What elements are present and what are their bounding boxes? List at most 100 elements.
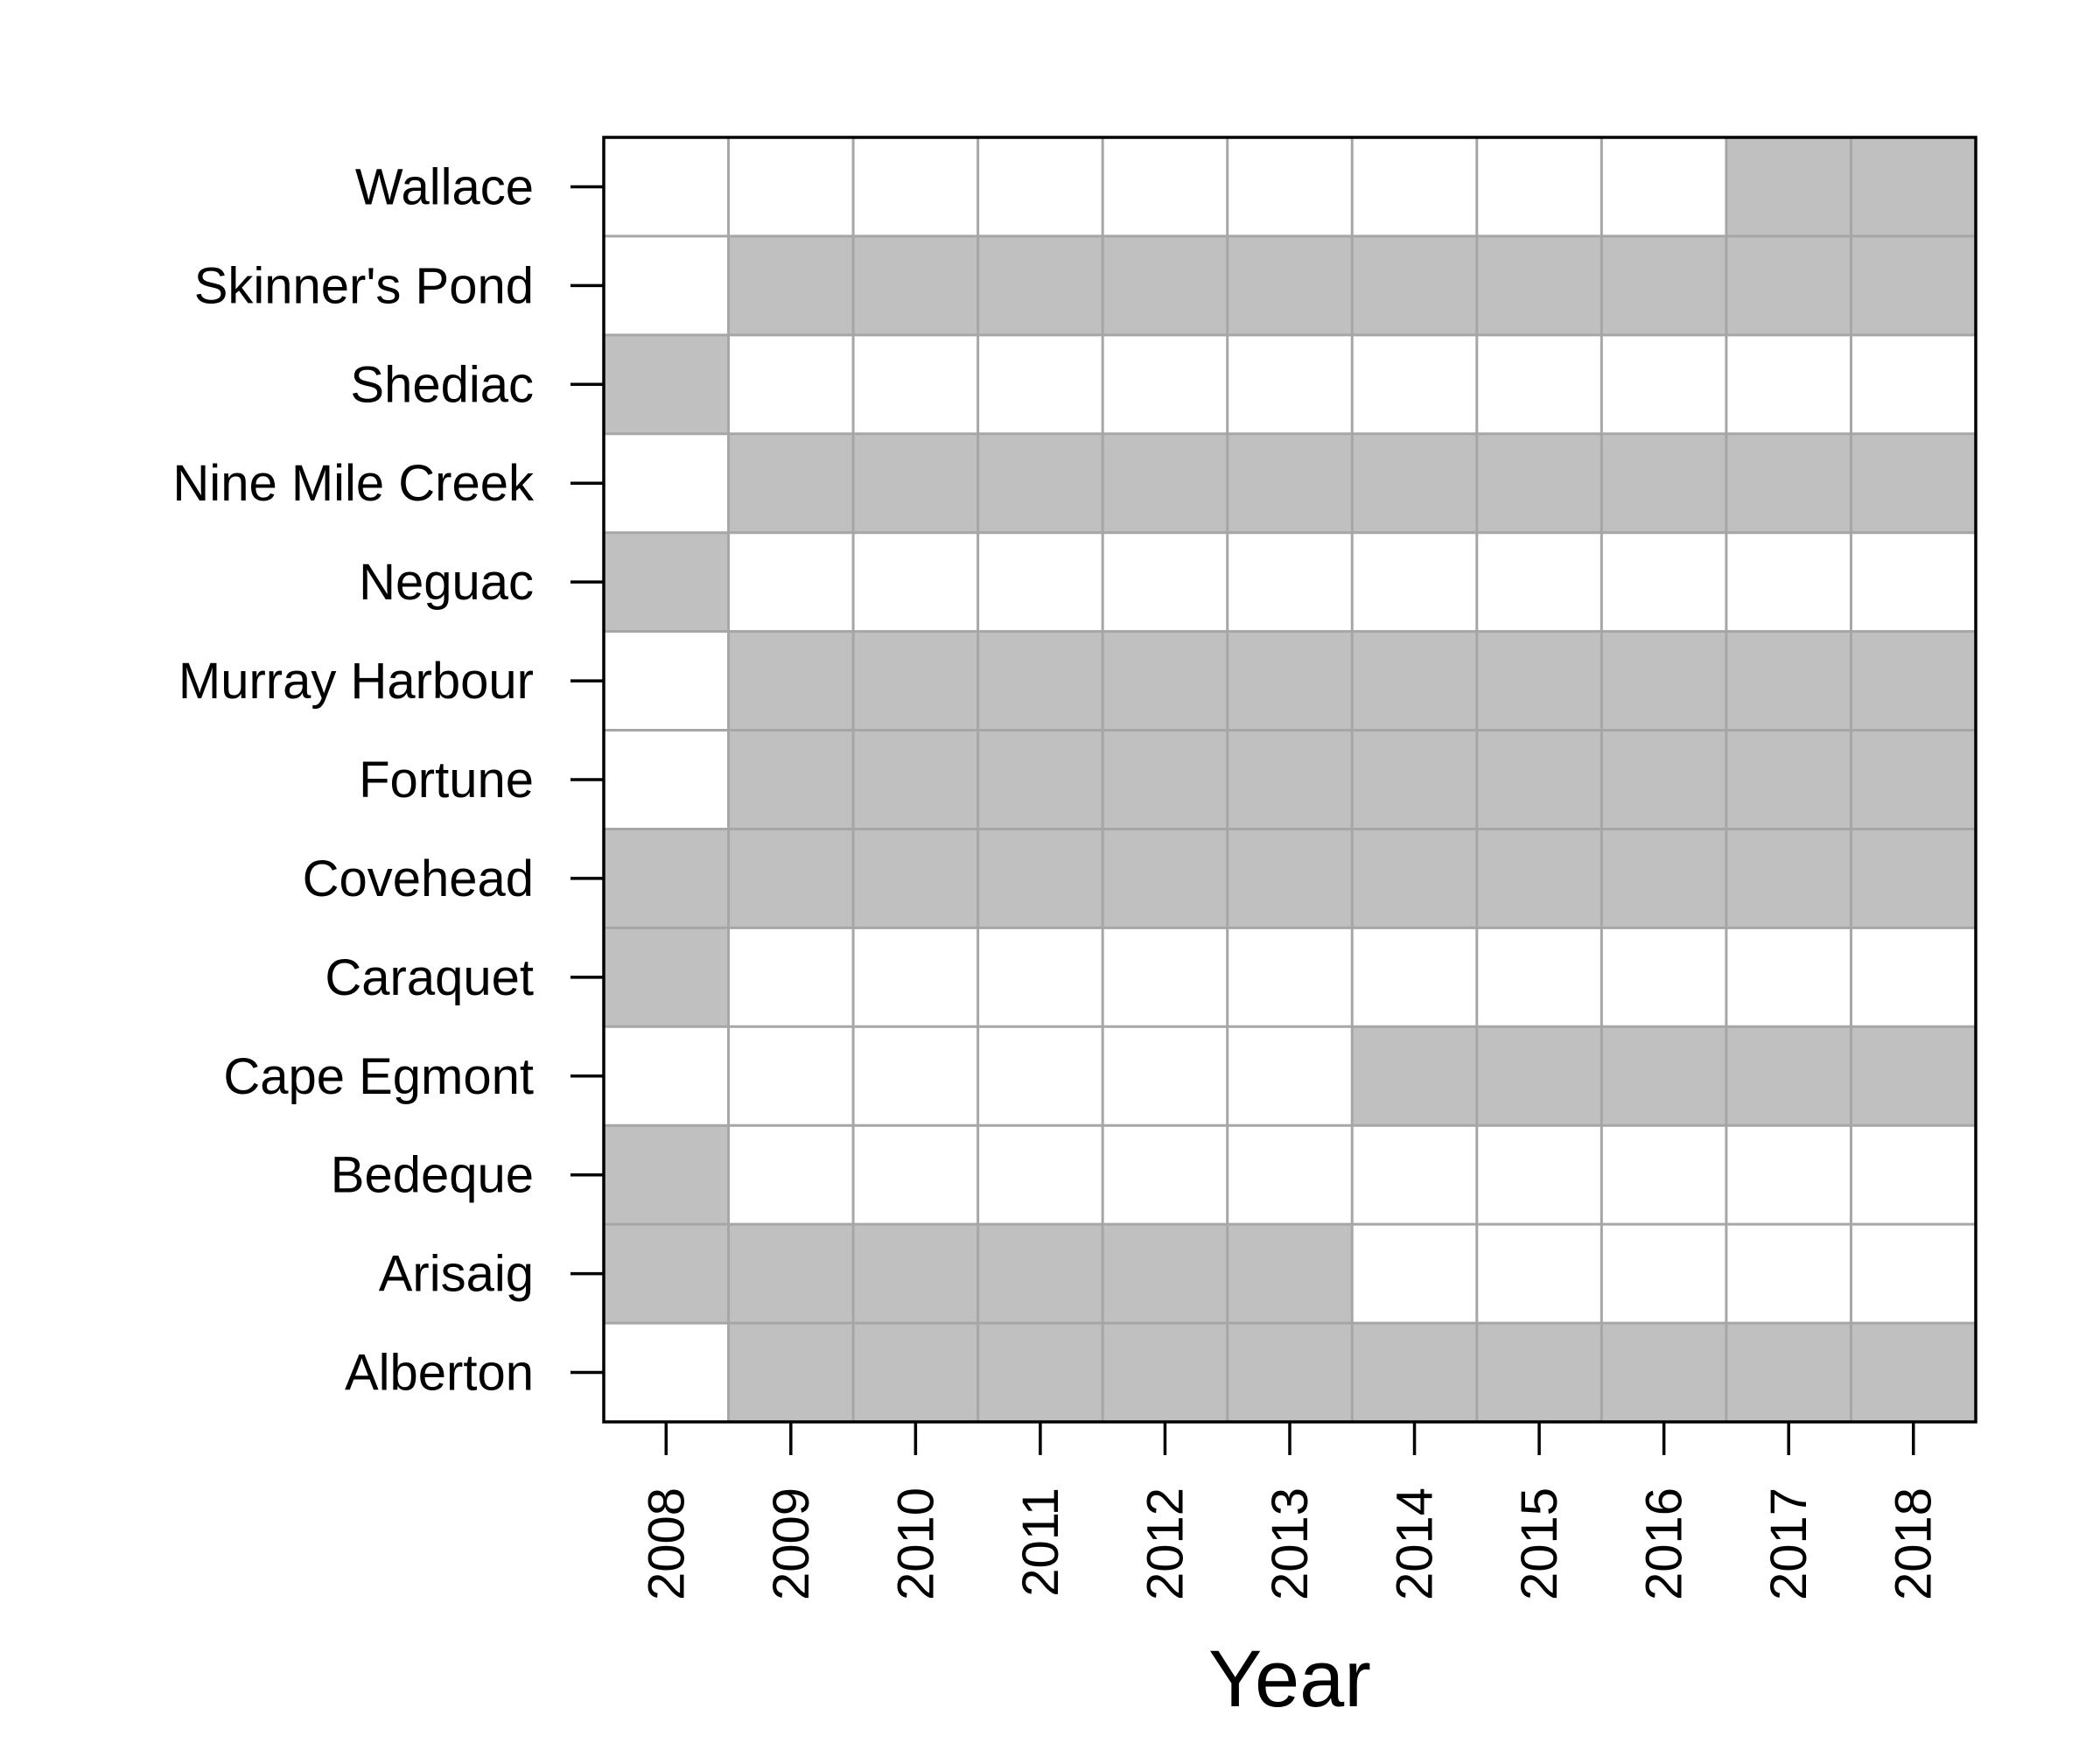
cell-11-4 bbox=[1102, 1224, 1228, 1324]
y-tick-label: Caraquet bbox=[325, 949, 534, 1006]
cell-10-0 bbox=[604, 1125, 729, 1225]
cell-10-8 bbox=[1601, 1125, 1726, 1225]
cell-9-10 bbox=[1851, 1026, 1976, 1126]
cell-4-9 bbox=[1726, 532, 1852, 632]
cell-3-7 bbox=[1476, 433, 1602, 533]
y-tick-label: Bedeque bbox=[331, 1147, 534, 1204]
cell-12-9 bbox=[1726, 1323, 1852, 1422]
cell-9-5 bbox=[1227, 1026, 1353, 1126]
cell-4-5 bbox=[1227, 532, 1353, 632]
cell-0-6 bbox=[1352, 137, 1477, 236]
cell-1-9 bbox=[1726, 235, 1852, 335]
cell-12-2 bbox=[853, 1323, 978, 1422]
cell-4-10 bbox=[1851, 532, 1976, 632]
cell-10-5 bbox=[1227, 1125, 1353, 1225]
cell-10-6 bbox=[1352, 1125, 1477, 1225]
x-tick-label: 2012 bbox=[1137, 1488, 1194, 1600]
cell-3-9 bbox=[1726, 433, 1852, 533]
cell-9-9 bbox=[1726, 1026, 1852, 1126]
cell-1-0 bbox=[604, 235, 729, 335]
cell-5-6 bbox=[1352, 631, 1477, 731]
cell-11-3 bbox=[977, 1224, 1103, 1324]
cell-11-5 bbox=[1227, 1224, 1353, 1324]
cell-8-5 bbox=[1227, 928, 1353, 1027]
cell-11-0 bbox=[604, 1224, 729, 1324]
x-tick-label: 2013 bbox=[1262, 1488, 1319, 1600]
cell-12-1 bbox=[728, 1323, 854, 1422]
cell-0-0 bbox=[604, 137, 729, 236]
cell-9-2 bbox=[853, 1026, 978, 1126]
y-tick-label: Alberton bbox=[345, 1345, 534, 1402]
cell-3-5 bbox=[1227, 433, 1353, 533]
cell-6-8 bbox=[1601, 730, 1726, 830]
x-axis: 2008 2009 2010 2011 2012 2013 2014 2015 2016 2017… bbox=[638, 1422, 1942, 1600]
cell-2-7 bbox=[1476, 334, 1602, 434]
cell-0-9 bbox=[1726, 137, 1852, 236]
cell-7-2 bbox=[853, 829, 978, 928]
cell-9-3 bbox=[977, 1026, 1103, 1126]
x-tick-label: 2017 bbox=[1760, 1488, 1817, 1600]
cell-8-6 bbox=[1352, 928, 1477, 1027]
cell-10-1 bbox=[728, 1125, 854, 1225]
cell-9-6 bbox=[1352, 1026, 1477, 1126]
gridline-layer bbox=[604, 137, 1976, 1422]
x-tick-label: 2010 bbox=[887, 1488, 944, 1600]
cell-4-1 bbox=[728, 532, 854, 632]
x-tick-label: 2016 bbox=[1636, 1488, 1693, 1600]
cell-2-10 bbox=[1851, 334, 1976, 434]
cell-12-10 bbox=[1851, 1323, 1976, 1422]
cell-4-7 bbox=[1476, 532, 1602, 632]
cell-5-5 bbox=[1227, 631, 1353, 731]
cell-7-10 bbox=[1851, 829, 1976, 928]
y-tick-label: Arisaig bbox=[379, 1246, 534, 1303]
cell-6-5 bbox=[1227, 730, 1353, 830]
y-tick-label: Cape Egmont bbox=[223, 1048, 534, 1105]
cell-5-2 bbox=[853, 631, 978, 731]
cell-9-1 bbox=[728, 1026, 854, 1126]
cell-7-7 bbox=[1476, 829, 1602, 928]
cell-4-8 bbox=[1601, 532, 1726, 632]
cell-6-10 bbox=[1851, 730, 1976, 830]
cell-6-4 bbox=[1102, 730, 1228, 830]
cell-5-1 bbox=[728, 631, 854, 731]
x-tick-label: 2011 bbox=[1012, 1488, 1069, 1597]
cell-10-2 bbox=[853, 1125, 978, 1225]
cell-11-9 bbox=[1726, 1224, 1852, 1324]
cell-11-2 bbox=[853, 1224, 978, 1324]
y-tick-label: Nine Mile Creek bbox=[172, 455, 535, 512]
cell-6-9 bbox=[1726, 730, 1852, 830]
cell-7-9 bbox=[1726, 829, 1852, 928]
cell-1-7 bbox=[1476, 235, 1602, 335]
cell-11-10 bbox=[1851, 1224, 1976, 1324]
cell-11-1 bbox=[728, 1224, 854, 1324]
cell-1-1 bbox=[728, 235, 854, 335]
y-tick-label: Murray Harbour bbox=[178, 653, 534, 710]
cell-6-3 bbox=[977, 730, 1103, 830]
cell-2-2 bbox=[853, 334, 978, 434]
cell-3-8 bbox=[1601, 433, 1726, 533]
cell-1-3 bbox=[977, 235, 1103, 335]
cell-layer bbox=[604, 137, 1976, 1422]
cell-2-1 bbox=[728, 334, 854, 434]
cell-0-1 bbox=[728, 137, 854, 236]
cell-0-10 bbox=[1851, 137, 1976, 236]
cell-8-10 bbox=[1851, 928, 1976, 1027]
cell-10-4 bbox=[1102, 1125, 1228, 1225]
cell-12-5 bbox=[1227, 1323, 1353, 1422]
cell-7-3 bbox=[977, 829, 1103, 928]
cell-5-9 bbox=[1726, 631, 1852, 731]
cell-8-3 bbox=[977, 928, 1103, 1027]
cell-8-0 bbox=[604, 928, 729, 1027]
cell-4-4 bbox=[1102, 532, 1228, 632]
cell-12-6 bbox=[1352, 1323, 1477, 1422]
cell-6-0 bbox=[604, 730, 729, 830]
cell-6-6 bbox=[1352, 730, 1477, 830]
cell-4-3 bbox=[977, 532, 1103, 632]
cell-1-4 bbox=[1102, 235, 1228, 335]
cell-5-3 bbox=[977, 631, 1103, 731]
cell-4-6 bbox=[1352, 532, 1477, 632]
cell-0-7 bbox=[1476, 137, 1602, 236]
cell-0-4 bbox=[1102, 137, 1228, 236]
cell-4-0 bbox=[604, 532, 729, 632]
cell-7-4 bbox=[1102, 829, 1228, 928]
